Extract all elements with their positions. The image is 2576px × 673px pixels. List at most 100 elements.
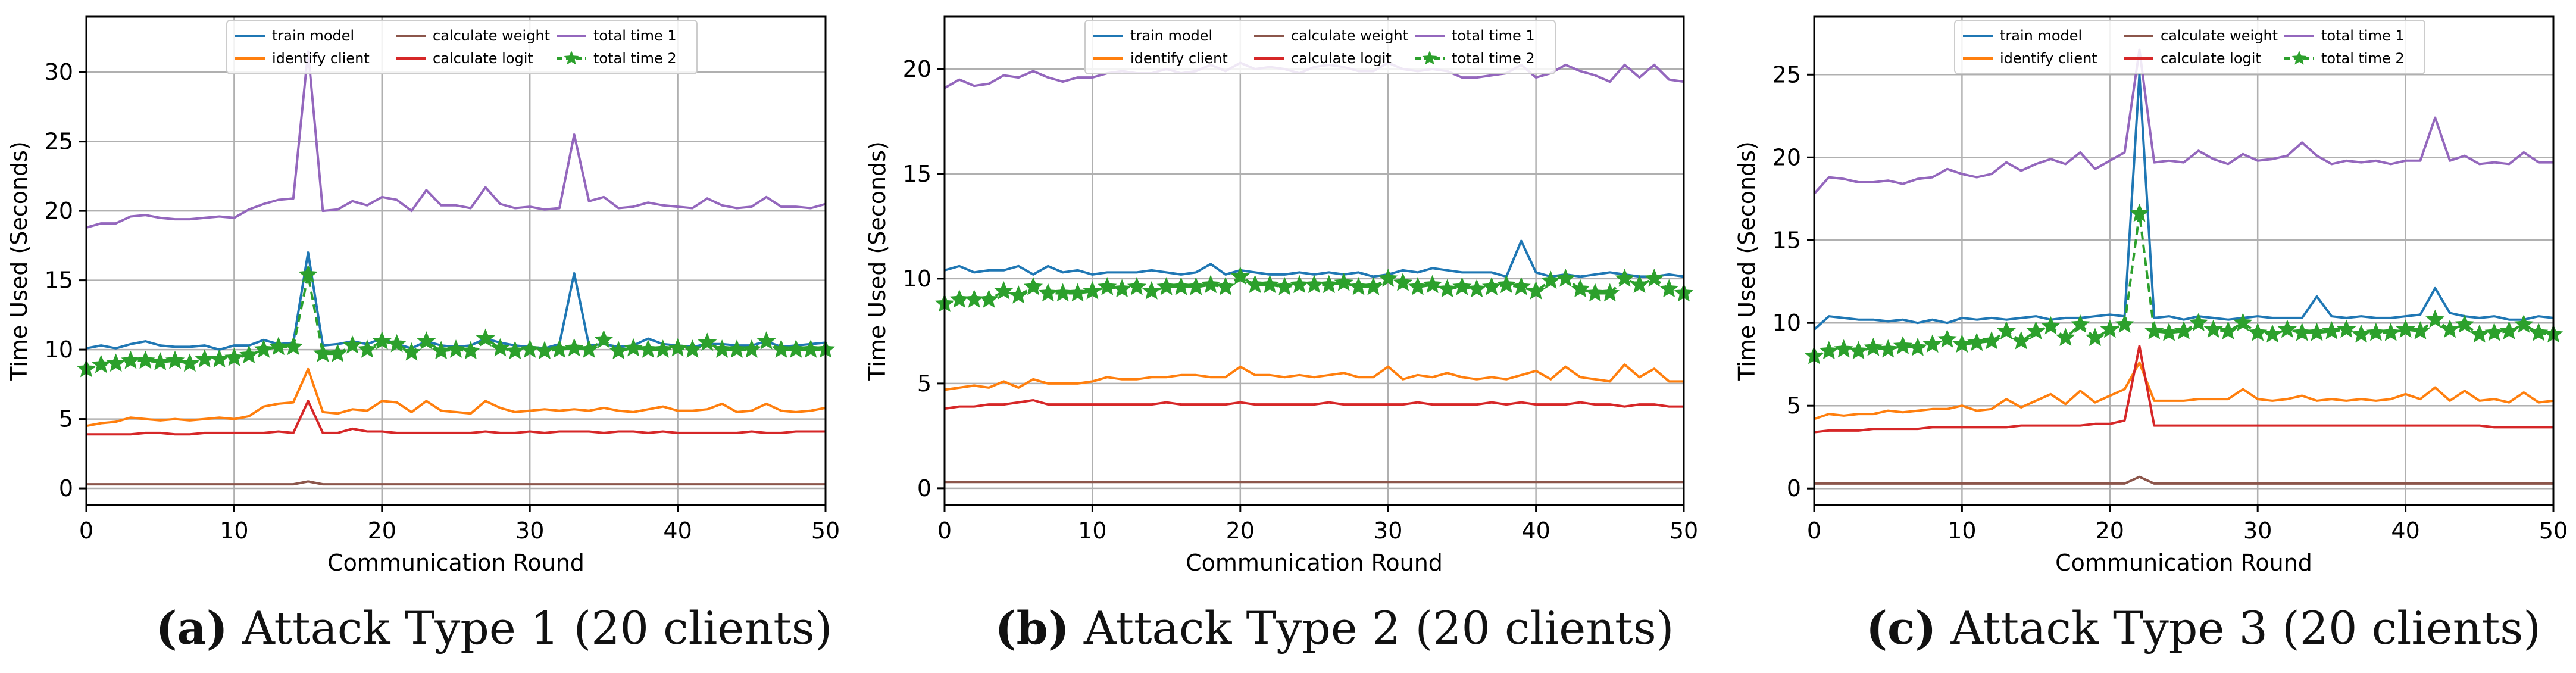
- data-point-star: [1038, 283, 1058, 302]
- caption-a-text: Attack Type 1 (20 clients): [242, 602, 833, 655]
- data-point-star: [1393, 273, 1413, 291]
- data-point-star: [2396, 319, 2415, 338]
- data-point-star: [1893, 336, 1913, 354]
- data-point-star: [1230, 266, 1250, 285]
- data-point-star: [151, 352, 170, 370]
- caption-b-text: Attack Type 2 (20 clients): [1083, 602, 1674, 655]
- chart-panel-0: 0 10 20 30 40 50 0 5 10 15 20 25 30 Communication Rou…: [6, 15, 840, 576]
- data-point-star: [756, 331, 776, 350]
- data-point-star: [1571, 279, 1590, 298]
- legend-entry-label: train model: [1130, 27, 1212, 44]
- data-point-star: [224, 348, 244, 366]
- data-point-star: [1083, 281, 1102, 300]
- data-point-star: [1098, 277, 1117, 295]
- data-point-star: [432, 341, 451, 360]
- data-point-star: [1053, 283, 1073, 302]
- data-point-star: [534, 341, 555, 360]
- data-point-star: [254, 339, 274, 358]
- data-point-star: [1526, 281, 1546, 300]
- data-point-star: [994, 281, 1014, 300]
- data-point-star: [2440, 319, 2460, 338]
- y-tick-label: 20: [1772, 144, 1801, 170]
- data-point-star: [2277, 319, 2297, 338]
- data-point-star: [106, 353, 126, 372]
- data-point-star: [2262, 324, 2283, 343]
- x-tick-label: 10: [1078, 518, 1106, 544]
- legend-entry-label: train model: [272, 27, 354, 44]
- series-line-calculate-logit: [1814, 345, 2553, 434]
- legend-entry-label: total time 1: [1452, 27, 1535, 44]
- data-point-star: [2411, 321, 2430, 339]
- data-point-star: [564, 338, 584, 357]
- data-point-star: [2514, 314, 2534, 333]
- data-point-star: [1023, 277, 1043, 295]
- data-point-star: [1068, 283, 1087, 302]
- legend-star-marker: [564, 51, 579, 65]
- data-point-star: [239, 345, 259, 364]
- caption-c-text: Attack Type 3 (20 clients): [1950, 602, 2541, 655]
- data-point-star: [623, 338, 643, 357]
- data-point-star: [1467, 279, 1487, 298]
- legend-entry-label: identify client: [2000, 50, 2097, 67]
- legend-entry-label: total time 2: [593, 50, 677, 67]
- data-point-star: [1112, 279, 1132, 298]
- data-point-star: [2218, 321, 2238, 339]
- data-point-star: [136, 350, 155, 369]
- data-point-star: [638, 339, 658, 358]
- data-point-star: [298, 264, 318, 283]
- data-point-star: [742, 339, 761, 358]
- x-tick-label: 10: [1947, 518, 1976, 544]
- data-point-star: [1908, 337, 1927, 356]
- y-tick-label: 0: [59, 475, 73, 501]
- data-point-star: [964, 289, 984, 308]
- data-point-star: [727, 339, 747, 358]
- data-point-star: [1996, 321, 2017, 339]
- data-point-star: [1922, 334, 1942, 353]
- x-tick-label: 30: [2243, 518, 2272, 544]
- x-tick-label: 0: [79, 518, 93, 544]
- data-point-star: [771, 339, 791, 358]
- x-axis-label: Communication Round: [1186, 550, 1443, 576]
- data-point-star: [2085, 328, 2105, 346]
- data-point-star: [2056, 328, 2075, 346]
- data-point-star: [1659, 279, 1679, 298]
- data-point-star: [2144, 321, 2164, 339]
- data-point-star: [1645, 268, 1664, 287]
- data-point-star: [549, 339, 569, 358]
- caption-c-label: (c): [1866, 602, 1937, 655]
- data-point-star: [2159, 322, 2179, 341]
- legend-entry-label: total time 1: [593, 27, 677, 44]
- data-point-star: [2026, 321, 2046, 339]
- data-point-star: [579, 339, 599, 358]
- data-point-star: [195, 349, 214, 368]
- data-point-star: [1349, 277, 1368, 295]
- data-point-star: [1423, 275, 1442, 294]
- legend-entry-label: total time 1: [2321, 27, 2405, 44]
- data-point-star: [1452, 277, 1472, 295]
- legend-entry-label: calculate weight: [2161, 27, 2278, 44]
- x-tick-label: 50: [2539, 518, 2568, 544]
- data-point-star: [1952, 334, 1972, 353]
- x-tick-label: 10: [220, 518, 248, 544]
- y-tick-label: 0: [1787, 475, 1801, 501]
- y-tick-label: 10: [1772, 310, 1801, 336]
- data-point-star: [2366, 322, 2386, 341]
- data-point-star: [2484, 322, 2504, 341]
- y-axis-label: Time Used (Seconds): [6, 141, 32, 381]
- data-point-star: [505, 341, 525, 360]
- data-point-star: [1481, 277, 1502, 295]
- y-tick-label: 30: [45, 59, 73, 85]
- x-tick-label: 40: [663, 518, 692, 544]
- data-point-star: [2469, 324, 2489, 343]
- series-line-calculate-weight: [86, 480, 826, 486]
- data-point-star: [1556, 268, 1575, 287]
- data-point-star: [653, 339, 673, 358]
- data-point-star: [979, 289, 999, 308]
- caption-a-label: (a): [155, 602, 228, 655]
- data-point-star: [2351, 324, 2371, 343]
- y-tick-label: 5: [917, 370, 931, 397]
- caption-b-label: (b): [995, 602, 1070, 655]
- data-point-star: [2337, 319, 2356, 338]
- data-point-star: [1496, 275, 1517, 294]
- data-point-star: [313, 344, 333, 362]
